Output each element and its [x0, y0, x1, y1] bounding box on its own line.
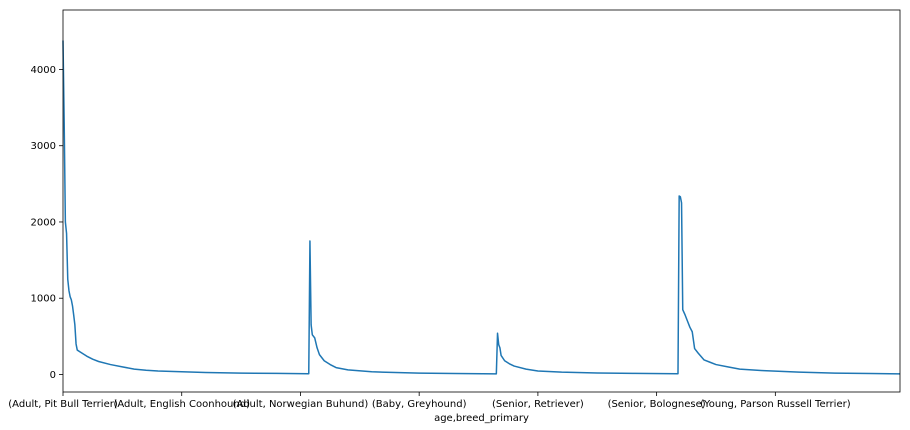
y-tick-label: 0: [50, 370, 56, 381]
y-axis: 0 1000 2000 3000 4000: [31, 65, 63, 381]
x-axis: (Adult, Pit Bull Terrier)(Adult, English…: [8, 392, 851, 410]
x-tick-label: (Adult, Norwegian Buhund): [233, 399, 369, 410]
x-tick-label: (Adult, Pit Bull Terrier): [8, 399, 118, 410]
y-tick-label: 1000: [31, 294, 56, 305]
series-layer: [62, 40, 901, 375]
series-line: [62, 40, 901, 375]
x-axis-label: age,breed_primary: [434, 413, 529, 424]
x-tick-label: (Senior, Retriever): [492, 399, 584, 410]
x-tick-label: (Adult, English Coonhound): [113, 399, 250, 410]
y-tick-label: 4000: [31, 65, 56, 76]
y-tick-label: 2000: [31, 217, 56, 228]
x-tick-label: (Senior, Bolognese): [608, 399, 706, 410]
x-tick-label: (Young, Parson Russell Terrier): [700, 399, 851, 410]
x-tick-label: (Baby, Greyhound): [372, 399, 467, 410]
y-tick-label: 3000: [31, 141, 56, 152]
plot-frame: [62, 9, 901, 393]
plot-area: [63, 10, 900, 392]
